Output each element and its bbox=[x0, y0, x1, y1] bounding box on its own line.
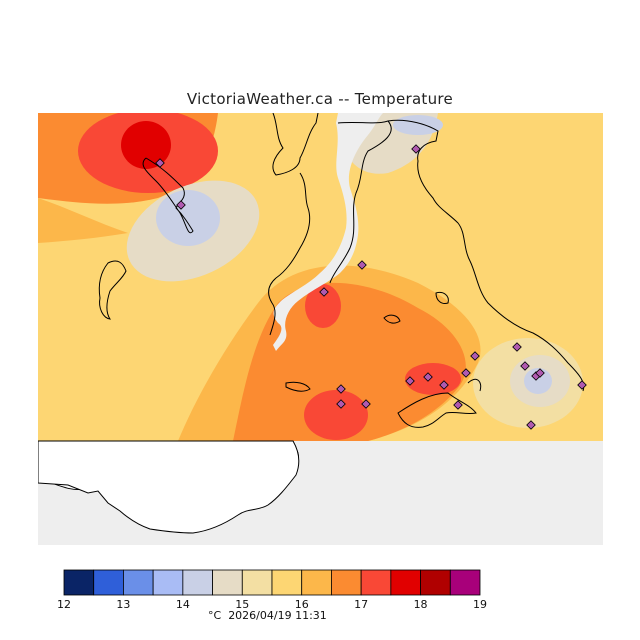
legend-tick-label: 15 bbox=[235, 598, 249, 611]
station-marker[interactable] bbox=[535, 368, 545, 378]
station-marker[interactable] bbox=[336, 399, 346, 409]
legend-tick-labels: 12 13 14 15 16 17 18 19 bbox=[57, 598, 487, 611]
legend-swatch bbox=[63, 569, 95, 596]
station-marker[interactable] bbox=[512, 342, 522, 352]
page-title: VictoriaWeather.ca -- Temperature bbox=[186, 90, 454, 108]
station-marker[interactable] bbox=[361, 399, 371, 409]
station-marker[interactable] bbox=[336, 384, 346, 394]
legend-swatch bbox=[93, 569, 124, 596]
legend-tick-label: 14 bbox=[176, 598, 190, 611]
legend-tick-label: 13 bbox=[116, 598, 130, 611]
station-marker[interactable] bbox=[577, 380, 587, 390]
unit-label: °C bbox=[208, 609, 222, 622]
station-marker[interactable] bbox=[470, 351, 480, 361]
legend-caption: °C 2026/04/19 11:31 bbox=[208, 609, 327, 622]
station-marker[interactable] bbox=[439, 380, 449, 390]
station-marker[interactable] bbox=[176, 200, 186, 210]
legend-swatch bbox=[271, 569, 303, 596]
legend-swatch bbox=[241, 569, 273, 596]
station-marker[interactable] bbox=[405, 376, 415, 386]
station-marker[interactable] bbox=[526, 420, 536, 430]
legend-tick-label: 18 bbox=[414, 598, 428, 611]
legend-swatch bbox=[360, 569, 392, 596]
legend-swatch bbox=[182, 569, 213, 596]
legend-tick-label: 12 bbox=[57, 598, 71, 611]
legend-swatch bbox=[301, 569, 332, 596]
station-markers bbox=[155, 144, 587, 430]
legend-swatch bbox=[390, 569, 421, 596]
legend-swatch bbox=[420, 569, 451, 596]
legend-tick-label: 19 bbox=[473, 598, 487, 611]
station-marker[interactable] bbox=[520, 361, 530, 371]
water-areas bbox=[268, 113, 383, 351]
coastlines bbox=[98, 113, 585, 428]
station-marker[interactable] bbox=[461, 368, 471, 378]
legend-swatch bbox=[152, 569, 184, 596]
legend-swatch bbox=[212, 569, 243, 596]
timestamp-label: 2026/04/19 11:31 bbox=[228, 609, 327, 622]
station-marker[interactable] bbox=[319, 287, 329, 297]
station-marker[interactable] bbox=[411, 144, 421, 154]
station-marker[interactable] bbox=[357, 260, 367, 270]
legend-swatch bbox=[331, 569, 362, 596]
temperature-map[interactable] bbox=[38, 113, 603, 545]
legend-swatch bbox=[123, 569, 154, 596]
southern-landmass bbox=[38, 440, 300, 534]
station-marker[interactable] bbox=[453, 400, 463, 410]
station-marker[interactable] bbox=[155, 158, 165, 168]
legend-swatches bbox=[63, 569, 481, 596]
station-marker[interactable] bbox=[423, 372, 433, 382]
legend-tick-label: 16 bbox=[295, 598, 309, 611]
legend-swatch bbox=[449, 569, 481, 596]
legend-tick-label: 17 bbox=[354, 598, 368, 611]
